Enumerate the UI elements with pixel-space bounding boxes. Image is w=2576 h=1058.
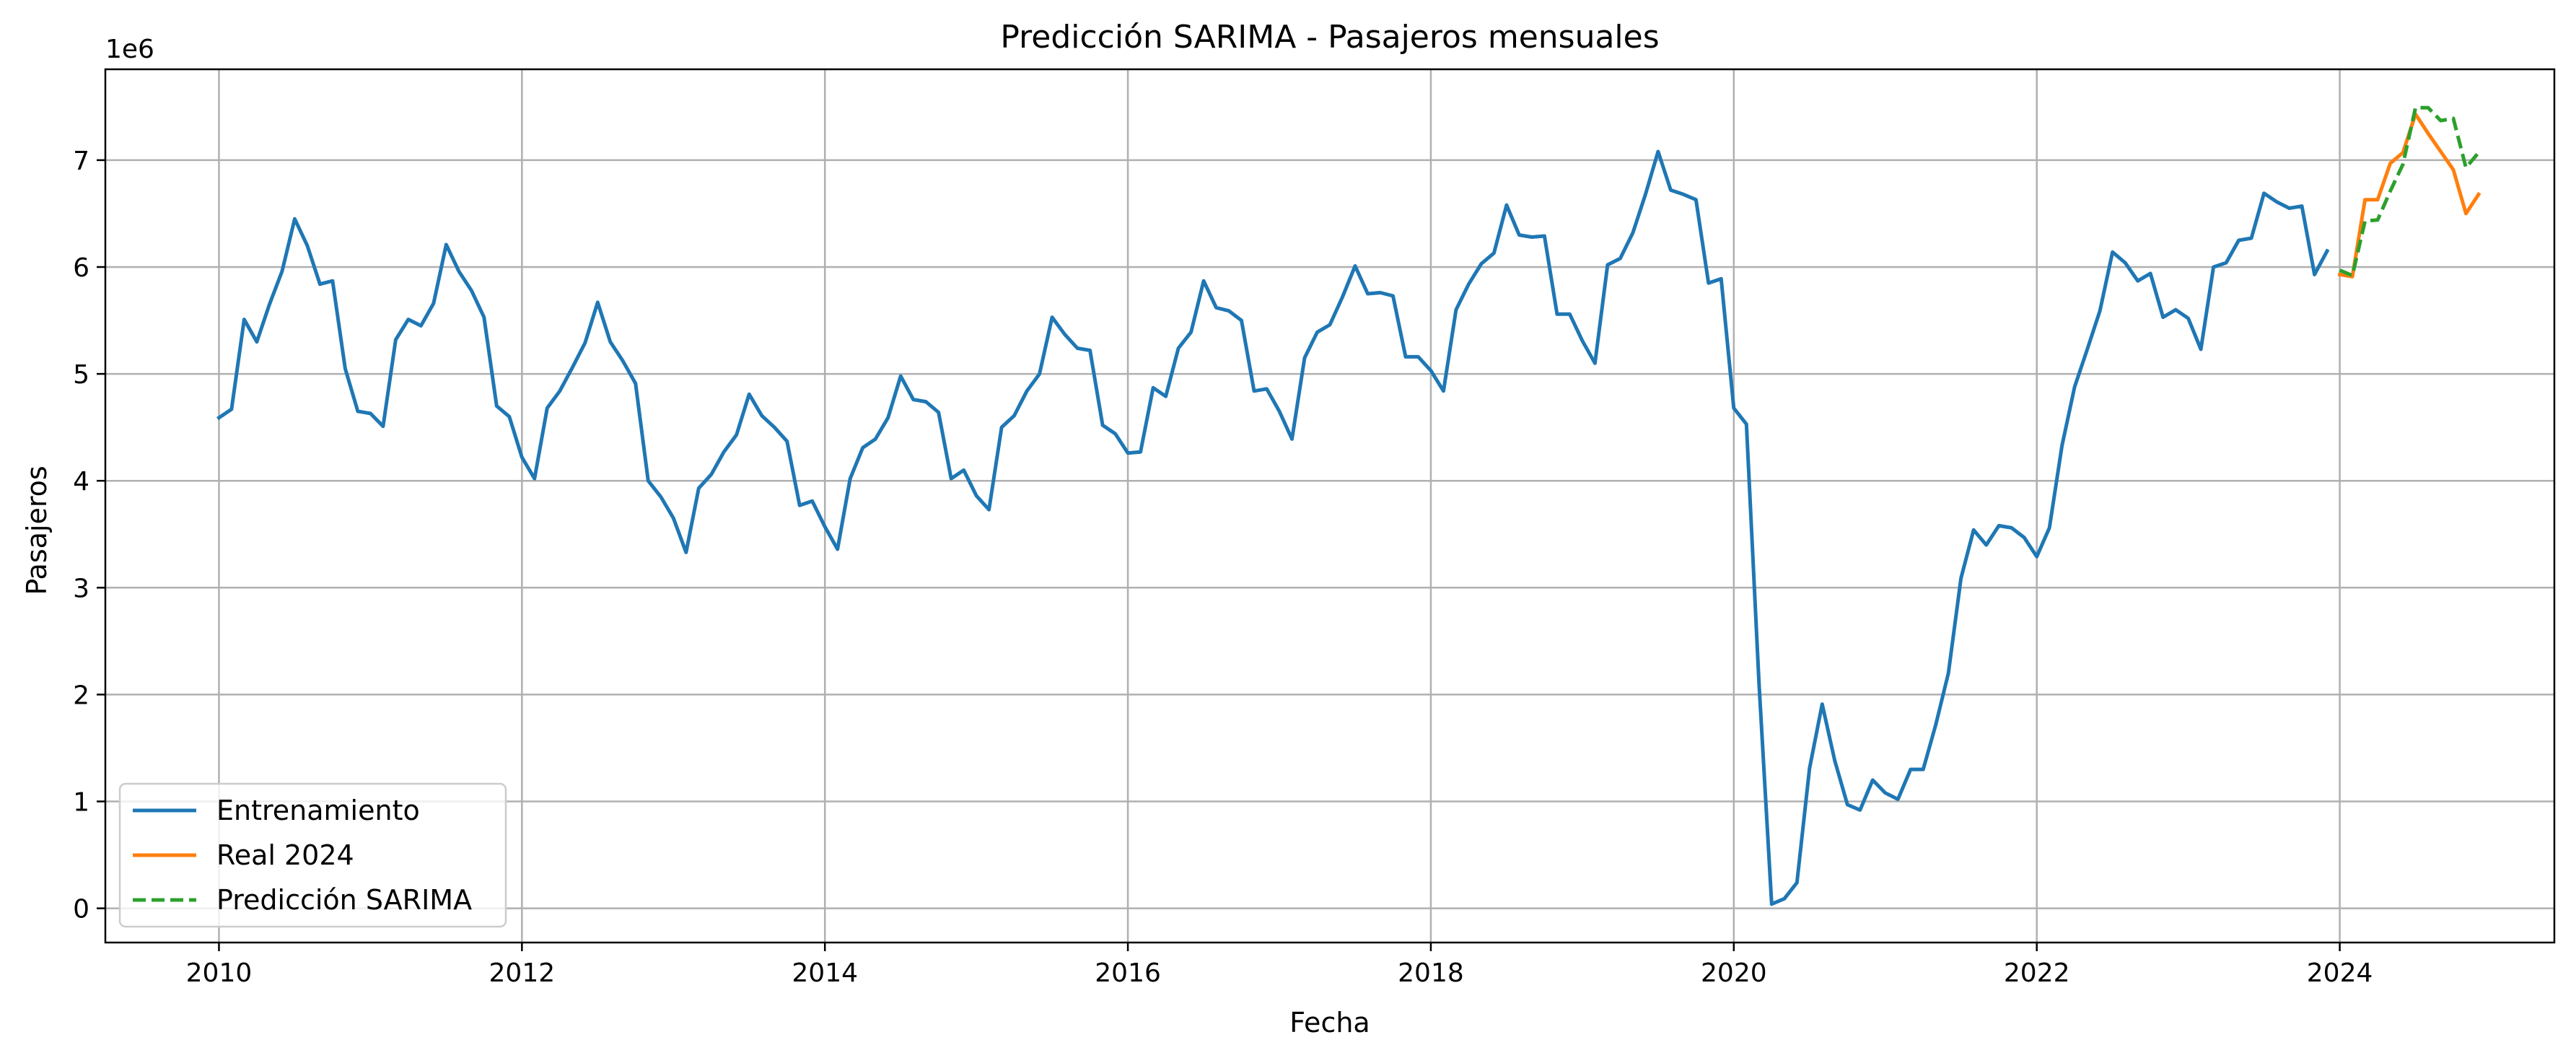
series-line-2 xyxy=(2339,105,2480,278)
x-axis-label: Fecha xyxy=(1289,1007,1370,1039)
legend-label-1: Real 2024 xyxy=(216,839,354,871)
y-tick-label: 3 xyxy=(73,574,89,603)
x-tick-label: 2012 xyxy=(489,958,556,988)
x-tick-label: 2024 xyxy=(2307,958,2373,988)
series-line-0 xyxy=(216,149,2330,906)
y-tick-label: 7 xyxy=(73,147,89,176)
x-tick-label: 2018 xyxy=(1398,958,1464,988)
legend-label-0: Entrenamiento xyxy=(216,795,420,826)
axis-ticks: 2010 2012 2014 2016 2018 2020 2022 2024 0 1 2 3 4 5 6 7 xyxy=(73,147,2373,988)
series-lines xyxy=(216,105,2481,906)
legend-label-2: Predicción SARIMA xyxy=(216,884,472,916)
y-tick-label: 6 xyxy=(73,253,89,283)
grid-lines xyxy=(105,69,2554,943)
legend: Entrenamiento Real 2024 Predicción SARIMA xyxy=(118,782,507,928)
y-axis-offset-label: 1e6 xyxy=(105,35,154,64)
x-tick-label: 2020 xyxy=(1701,958,1767,988)
x-tick-label: 2014 xyxy=(792,958,858,988)
x-tick-label: 2010 xyxy=(186,958,253,988)
legend-box xyxy=(118,782,507,928)
y-axis-label: Pasajeros xyxy=(21,465,53,595)
x-tick-label: 2016 xyxy=(1095,958,1161,988)
x-tick-label: 2022 xyxy=(2004,958,2070,988)
y-tick-label: 4 xyxy=(73,467,89,497)
y-tick-label: 5 xyxy=(73,360,89,390)
y-tick-label: 1 xyxy=(73,788,89,818)
y-tick-label: 2 xyxy=(73,681,89,710)
chart-title: Predicción SARIMA - Pasajeros mensuales xyxy=(1000,19,1659,56)
y-tick-label: 0 xyxy=(73,895,89,924)
plot-frame xyxy=(104,68,2556,944)
